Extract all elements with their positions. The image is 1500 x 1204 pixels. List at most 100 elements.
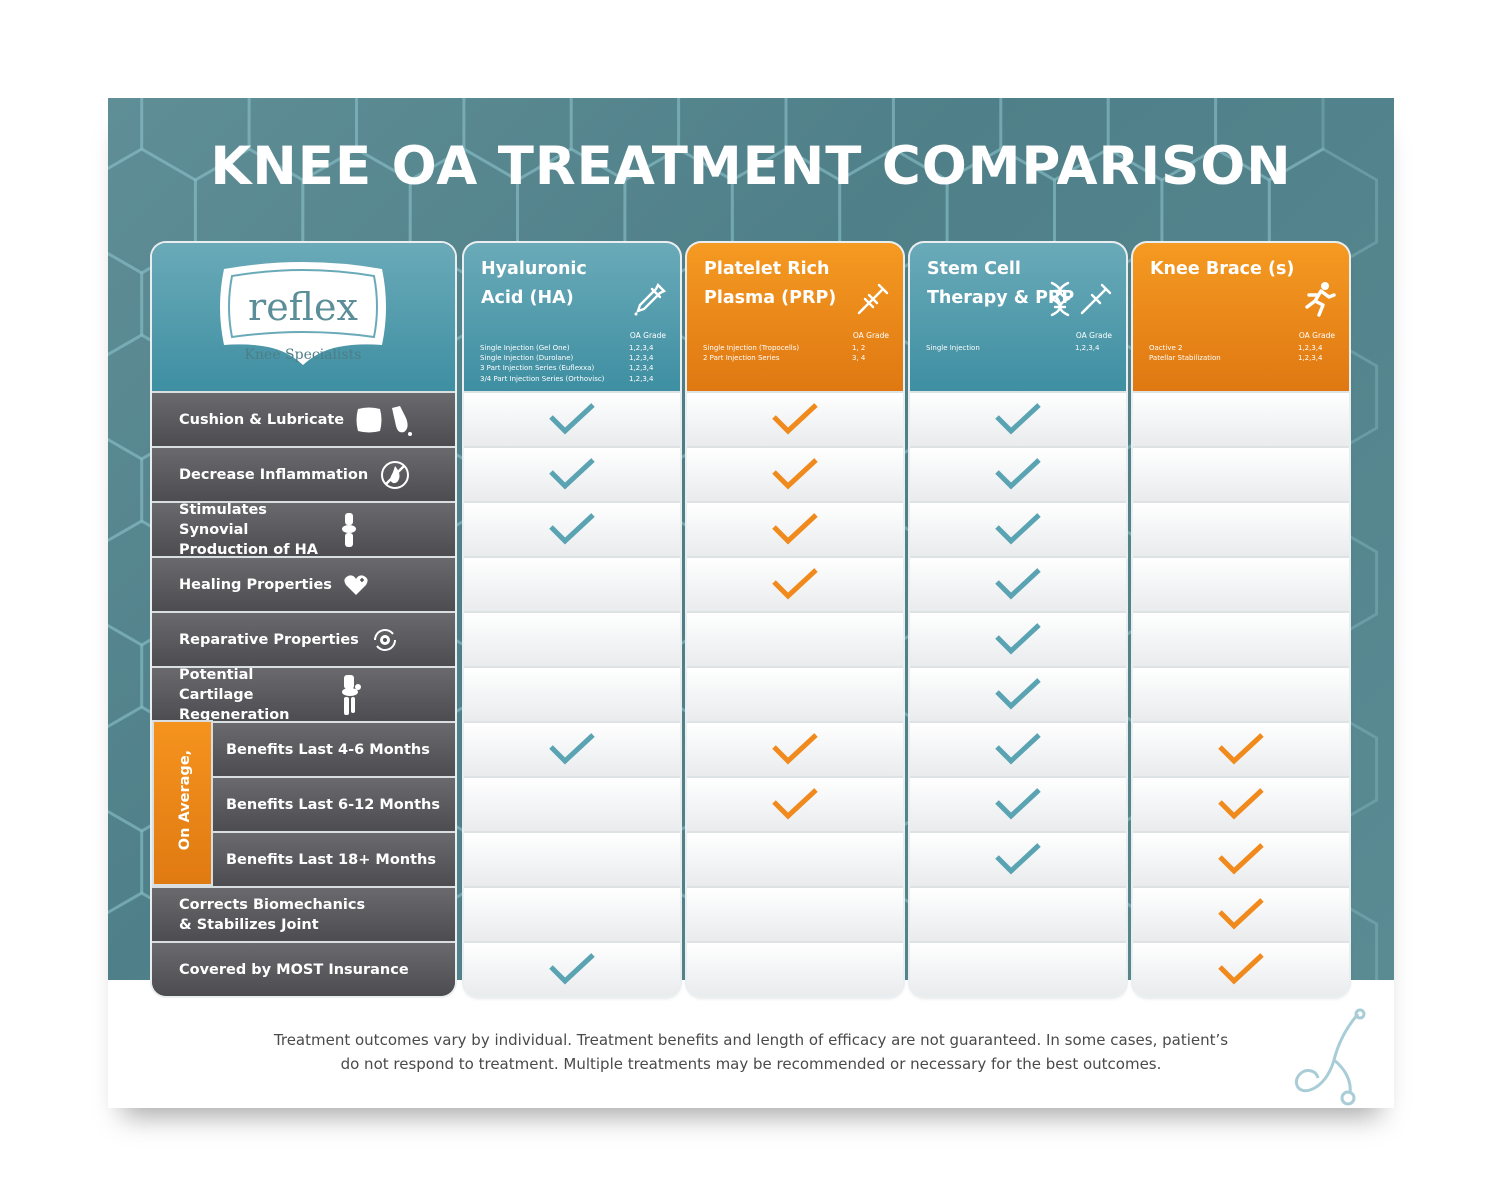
comparison-cell bbox=[910, 501, 1126, 556]
feature-label-text: Benefits Last 6-12 Months bbox=[226, 796, 440, 813]
comparison-cell bbox=[910, 446, 1126, 501]
feature-row-label: Stimulates Synovial Production of HA bbox=[152, 501, 455, 558]
feature-label-text: Decrease Inflammation bbox=[179, 466, 369, 483]
syringe-icon bbox=[855, 281, 891, 321]
comparison-cell bbox=[687, 666, 903, 721]
oa-grade-header: OA Grade bbox=[852, 331, 889, 340]
treatment-detail-name: 2 Part Injection Series bbox=[703, 354, 780, 363]
check-mark-icon bbox=[772, 788, 818, 820]
check-mark-icon bbox=[549, 513, 595, 545]
treatment-title: Hyaluronic Acid (HA) bbox=[481, 259, 587, 308]
comparison-cell bbox=[464, 666, 680, 721]
treatment-detail-row: Single Injection 1,2,3,4 bbox=[926, 344, 1111, 352]
comparison-cell bbox=[464, 831, 680, 886]
comparison-cell bbox=[910, 666, 1126, 721]
feature-row-label: Corrects Biomechanics & Stabilizes Joint bbox=[152, 886, 455, 941]
feature-label-text: Covered by MOST Insurance bbox=[179, 961, 409, 978]
comparison-cell bbox=[910, 886, 1126, 941]
on-average-tab: On Average, bbox=[152, 720, 213, 886]
comparison-cell bbox=[687, 721, 903, 776]
comparison-cell bbox=[1133, 446, 1349, 501]
check-mark-icon bbox=[549, 458, 595, 490]
comparison-cell bbox=[1133, 556, 1349, 611]
treatment-detail-grade: 1,2,3,4 bbox=[629, 354, 654, 363]
runner-icon bbox=[1301, 281, 1337, 321]
treatment-detail-grade: 1,2,3,4 bbox=[629, 344, 654, 352]
comparison-cell bbox=[1133, 611, 1349, 666]
check-mark-icon bbox=[1218, 898, 1264, 930]
comparison-cell bbox=[464, 611, 680, 666]
treatment-column: Platelet Rich Plasma (PRP) OA Grade Single… bbox=[687, 243, 903, 996]
dna-syringe-icon bbox=[1048, 281, 1114, 321]
comparison-cell bbox=[910, 776, 1126, 831]
treatment-detail-name: Single Injection bbox=[926, 344, 980, 352]
comparison-cell bbox=[1133, 391, 1349, 446]
comparison-cell bbox=[1133, 666, 1349, 721]
check-mark-icon bbox=[995, 568, 1041, 600]
treatment-header: Stem Cell Therapy & PRP OA Grade Single In… bbox=[910, 243, 1126, 391]
comparison-cell bbox=[1133, 501, 1349, 556]
oa-grade-header: OA Grade bbox=[1075, 331, 1112, 340]
pillow-dropper-icon bbox=[356, 404, 414, 436]
treatment-detail-row: 2 Part Injection Series 3, 4 bbox=[703, 354, 888, 362]
feature-label-text: Potential Cartilage Regeneration bbox=[179, 666, 290, 723]
dropper-icon bbox=[632, 281, 668, 321]
feature-row-label: Reparative Properties bbox=[152, 611, 455, 666]
treatment-title: Platelet Rich Plasma (PRP) bbox=[704, 259, 837, 308]
feature-label-text: Healing Properties bbox=[179, 576, 332, 593]
comparison-cell bbox=[1133, 776, 1349, 831]
check-mark-icon bbox=[772, 403, 818, 435]
treatment-detail-name: Patellar Stabilization bbox=[1149, 354, 1221, 363]
check-mark-icon bbox=[1218, 733, 1264, 765]
check-mark-icon bbox=[995, 458, 1041, 490]
comparison-cell bbox=[910, 556, 1126, 611]
check-mark-icon bbox=[995, 843, 1041, 875]
check-mark-icon bbox=[995, 788, 1041, 820]
treatment-detail-row: 3/4 Part Injection Series (Orthovisc) 1,2… bbox=[480, 375, 665, 383]
oa-grade-header: OA Grade bbox=[629, 331, 666, 340]
comparison-cell bbox=[687, 556, 903, 611]
disclaimer: Treatment outcomes vary by individual. T… bbox=[108, 1028, 1394, 1076]
comparison-cell bbox=[464, 391, 680, 446]
gear-cycle-icon bbox=[371, 626, 399, 654]
comparison-cell bbox=[464, 776, 680, 831]
treatment-title: Knee Brace (s) bbox=[1150, 259, 1295, 279]
feature-row-label: Cushion & Lubricate bbox=[152, 391, 455, 446]
comparison-cell bbox=[910, 611, 1126, 666]
feature-label-text: Benefits Last 18+ Months bbox=[226, 851, 437, 868]
feature-label-text: Benefits Last 4-6 Months bbox=[226, 741, 430, 758]
logo-wordmark: reflex bbox=[248, 285, 358, 329]
logo-area: reflex Knee Specialists bbox=[152, 243, 455, 391]
treatment-column: Stem Cell Therapy & PRP OA Grade Single In… bbox=[910, 243, 1126, 996]
feature-label-text: Reparative Properties bbox=[179, 631, 359, 648]
comparison-cell bbox=[687, 391, 903, 446]
check-mark-icon bbox=[772, 513, 818, 545]
check-mark-icon bbox=[772, 458, 818, 490]
comparison-cell bbox=[464, 446, 680, 501]
treatment-column: Hyaluronic Acid (HA) OA Grade Single Injec… bbox=[464, 243, 680, 996]
check-mark-icon bbox=[1218, 843, 1264, 875]
comparison-cell bbox=[1133, 941, 1349, 996]
comparison-cell bbox=[687, 501, 903, 556]
feature-label-text: Corrects Biomechanics & Stabilizes Joint bbox=[179, 896, 366, 933]
check-mark-icon bbox=[549, 953, 595, 985]
comparison-cell bbox=[1133, 886, 1349, 941]
check-mark-icon bbox=[549, 403, 595, 435]
check-mark-icon bbox=[1218, 953, 1264, 985]
knee-bone-icon bbox=[341, 674, 363, 715]
comparison-cell bbox=[687, 886, 903, 941]
comparison-cell bbox=[687, 776, 903, 831]
no-flame-icon bbox=[380, 460, 410, 490]
comparison-cell bbox=[464, 941, 680, 996]
treatment-detail-row: Single Injection (Tropocells) 1, 2 bbox=[703, 344, 888, 352]
comparison-cell bbox=[910, 721, 1126, 776]
feature-row-label: Healing Properties bbox=[152, 556, 455, 611]
check-mark-icon bbox=[772, 568, 818, 600]
feature-row-label: Potential Cartilage Regeneration bbox=[152, 666, 455, 723]
treatment-detail-name: Oactive 2 bbox=[1149, 344, 1183, 352]
comparison-cell bbox=[687, 611, 903, 666]
check-mark-icon bbox=[772, 733, 818, 765]
treatment-detail-row: 3 Part Injection Series (Euflexxa) 1,2,3,… bbox=[480, 364, 665, 372]
treatment-detail-grade: 1,2,3,4 bbox=[629, 374, 654, 383]
check-mark-icon bbox=[1218, 788, 1264, 820]
